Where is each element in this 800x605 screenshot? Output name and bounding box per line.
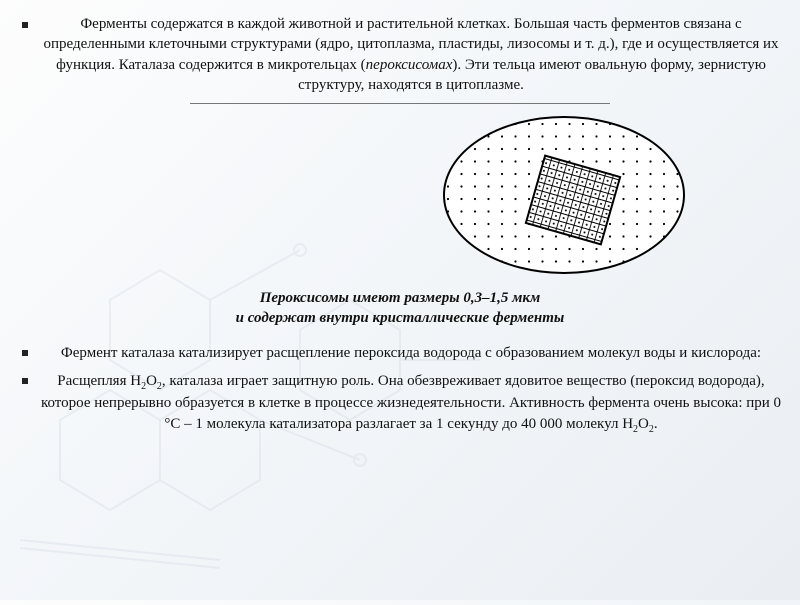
diagram-caption: Пероксисомы имеют размеры 0,3–1,5 мкм и …: [16, 288, 784, 329]
paragraph-1: Ферменты содержатся в каждой животной и …: [16, 14, 784, 95]
peroxisome-diagram: [434, 110, 694, 280]
p3b: O: [146, 373, 157, 389]
paragraph-2: Фермент каталаза катализирует расщеплени…: [16, 343, 784, 363]
caption-line1: Пероксисомы имеют размеры 0,3–1,5 мкм: [260, 290, 541, 306]
slide-content: Ферменты содержатся в каждой животной и …: [0, 0, 800, 456]
p3a: Расщепляя H: [57, 373, 141, 389]
p3e: .: [654, 416, 658, 432]
divider-rule: [190, 103, 610, 104]
caption-line2: и содержат внутри кристаллические фермен…: [236, 310, 565, 326]
p3d: O: [638, 416, 649, 432]
paragraph-3: Расщепляя H2O2, каталаза играет защитную…: [16, 371, 784, 436]
diagram-wrap: [16, 110, 784, 280]
p1-italic: пероксисомах: [366, 57, 453, 73]
